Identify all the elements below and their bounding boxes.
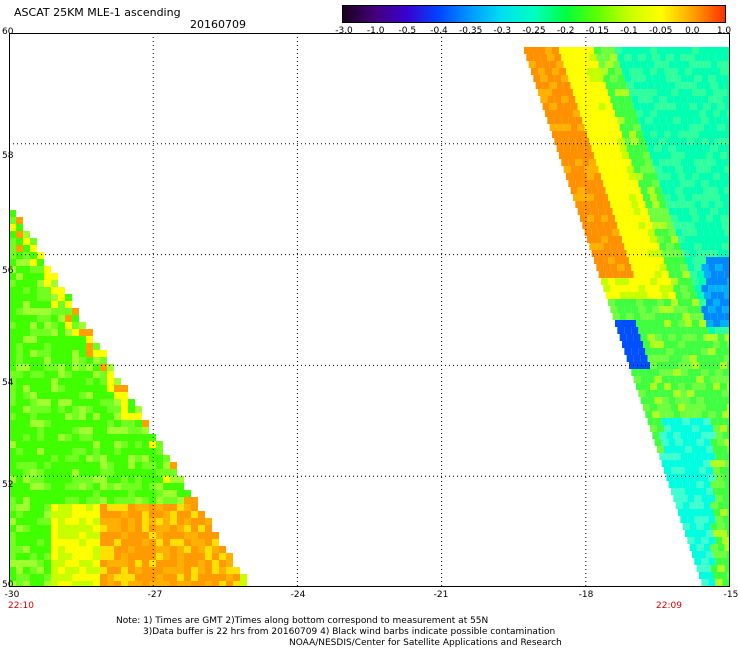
note-line-2: 3)Data buffer is 22 hrs from 20160709 4)… (143, 627, 556, 637)
map-date: 20160709 (190, 18, 246, 31)
colorbar (342, 5, 726, 23)
lon-label-minus30: -30 (4, 590, 20, 600)
colorbar-label: 1.0 (716, 26, 732, 36)
colorbar-label: -1.0 (366, 26, 385, 36)
colorbar-label: -0.1 (620, 26, 638, 36)
map-title: ASCAT 25KM MLE-1 ascending (14, 6, 181, 19)
swath-cells (9, 47, 730, 587)
lat-label-54: 54 (2, 378, 14, 388)
lat-label-50: 50 (2, 580, 14, 590)
time-right: 22:09 (656, 601, 682, 611)
time-left: 22:10 (8, 601, 34, 611)
lon-label-minus24: -24 (290, 590, 306, 600)
lat-label-58: 58 (2, 151, 14, 161)
lon-label-minus27: -27 (147, 590, 163, 600)
colorbar-fill (343, 6, 725, 22)
colorbar-label: -0.35 (459, 26, 483, 36)
colorbar-label: -0.5 (398, 26, 417, 36)
colorbar-label: -0.4 (430, 26, 448, 36)
colorbar-gradient (343, 6, 725, 22)
map-frame (9, 33, 730, 587)
colorbar-label: -0.25 (522, 26, 546, 36)
colorbar-label: -0.2 (556, 26, 575, 36)
note-line-3: NOAA/NESDIS/Center for Satellite Applica… (289, 638, 562, 648)
colorbar-label: -0.3 (493, 26, 512, 36)
lat-label-52: 52 (2, 480, 14, 490)
lon-label-minus18: -18 (578, 590, 594, 600)
lat-label-60: 60 (2, 27, 14, 37)
note-line-1: Note: 1) Times are GMT 2)Times along bot… (116, 616, 489, 626)
lon-label-minus15: -15 (723, 590, 739, 600)
colorbar-label: 0.0 (685, 26, 700, 36)
swath-map (9, 33, 730, 587)
colorbar-label: -0.15 (585, 26, 609, 36)
colorbar-label: -0.05 (649, 26, 673, 36)
lon-label-minus21: -21 (433, 590, 449, 600)
lat-lon-grid (9, 33, 730, 587)
lat-label-56: 56 (2, 266, 14, 276)
colorbar-label: -3.0 (335, 26, 353, 36)
